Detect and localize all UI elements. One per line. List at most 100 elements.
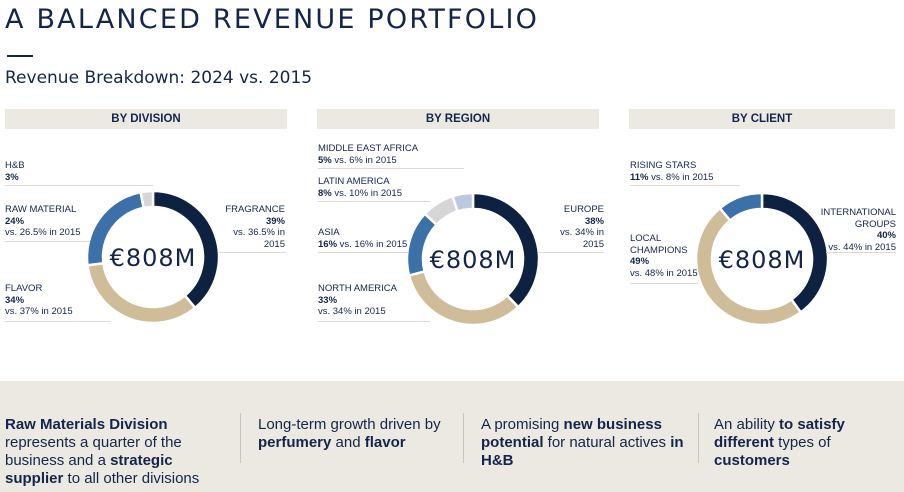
label-local-champions-name: LOCAL CHAMPIONS xyxy=(630,233,688,256)
title-underline xyxy=(7,55,33,57)
insight-text-run: customers xyxy=(714,452,790,469)
label-na-note: vs. 34% in 2015 xyxy=(318,306,386,317)
page-title: A BALANCED REVENUE PORTFOLIO xyxy=(5,4,540,35)
label-hb-name: H&B xyxy=(5,160,25,171)
insight-new-business: A promising new business potential for n… xyxy=(481,416,686,470)
label-asia-name: ASIA xyxy=(318,227,340,238)
slice-north-america xyxy=(407,269,520,327)
label-local-champions-note: vs. 48% in 2015 xyxy=(630,267,698,279)
label-rising-stars-value: 11% xyxy=(630,171,649,183)
label-raw-material-name: RAW MATERIAL xyxy=(5,204,77,215)
label-raw-material: RAW MATERIAL 24% vs. 26.5% in 2015 xyxy=(5,204,81,239)
leader-line xyxy=(318,252,408,253)
label-asia: ASIA 16% vs. 16% in 2015 xyxy=(318,227,407,250)
region-center-label: €808M xyxy=(430,246,517,274)
label-flavor: FLAVOR 34% vs. 37% in 2015 xyxy=(5,283,73,318)
leader-line xyxy=(5,185,153,186)
insight-text-run: An ability xyxy=(714,416,780,433)
label-local-champions: LOCAL CHAMPIONS 49% vs. 48% in 2015 xyxy=(630,233,698,279)
insight-customers: An ability to satisfy different types of… xyxy=(714,416,894,470)
label-intl-note: vs. 44% in 2015 xyxy=(828,241,896,253)
label-asia-value: 16% xyxy=(318,238,338,250)
label-europe: EUROPE 38% vs. 34% in 2015 xyxy=(554,204,604,250)
label-hb: H&B 3% xyxy=(5,160,25,183)
region-header: BY REGION xyxy=(317,109,599,129)
leader-line xyxy=(630,185,740,186)
label-raw-material-note: vs. 26.5% in 2015 xyxy=(5,227,81,238)
label-na-name: NORTH AMERICA xyxy=(318,283,398,294)
insight-text-run: Raw Materials Division xyxy=(5,416,168,433)
slice-flavor xyxy=(86,261,197,325)
separator xyxy=(463,413,464,463)
insight-raw-materials: Raw Materials Division represents a quar… xyxy=(5,416,225,488)
label-rising-stars-name: RISING STARS xyxy=(630,160,697,171)
label-north-america: NORTH AMERICA 33% vs. 34% in 2015 xyxy=(318,283,397,318)
insight-text-run: A promising xyxy=(481,416,564,433)
region-donut: €808M xyxy=(405,191,541,327)
label-na-value: 33% xyxy=(318,294,338,306)
label-flavor-value: 34% xyxy=(5,294,25,306)
label-middle-east-africa: MIDDLE EAST AFRICA 5% vs. 6% in 2015 xyxy=(318,143,418,166)
label-fragrance: FRAGRANCE 39% vs. 36.5% in 2015 xyxy=(225,204,285,250)
label-local-champions-value: 49% xyxy=(630,256,650,267)
label-intl-value: 40% xyxy=(876,230,896,241)
insight-text-run: for natural actives xyxy=(543,434,671,451)
client-header: BY CLIENT xyxy=(629,109,895,129)
label-fragrance-value: 39% xyxy=(265,215,285,227)
label-rising-stars-line: 11% vs. 8% in 2015 xyxy=(630,172,713,184)
leader-line xyxy=(318,168,464,169)
division-donut: €808M xyxy=(85,189,221,325)
leader-line xyxy=(826,252,896,253)
insight-text-run: to satisfy different xyxy=(714,416,845,451)
label-asia-line: 16% vs. 16% in 2015 xyxy=(318,239,407,251)
insight-text-run: types of xyxy=(774,434,831,451)
label-raw-material-value: 24% xyxy=(5,215,25,227)
label-mea-name: MIDDLE EAST AFRICA xyxy=(318,143,419,154)
client-donut: €808M xyxy=(694,191,830,327)
division-center-label: €808M xyxy=(110,244,197,272)
insights-band: Raw Materials Division represents a quar… xyxy=(0,381,904,492)
label-latam-note: vs. 10% in 2015 xyxy=(334,187,402,199)
leader-line xyxy=(5,241,90,242)
label-fragrance-note: vs. 36.5% in 2015 xyxy=(233,227,285,250)
slice-rising-stars xyxy=(718,191,764,223)
label-europe-value: 38% xyxy=(584,215,604,227)
label-europe-note: vs. 34% in 2015 xyxy=(560,227,604,250)
division-header: BY DIVISION xyxy=(5,109,287,129)
insight-text-run: Long-term growth driven by xyxy=(258,416,441,433)
label-latam-name: LATIN AMERICA xyxy=(318,176,390,187)
insight-text-run: to all other divisions xyxy=(63,470,200,487)
leader-line xyxy=(318,201,430,202)
separator xyxy=(698,413,699,463)
label-flavor-name: FLAVOR xyxy=(5,283,43,294)
leader-line xyxy=(538,252,604,253)
label-latam-value: 8% xyxy=(318,187,332,199)
leader-line xyxy=(630,283,698,284)
label-intl-name: INTERNATIONAL GROUPS xyxy=(820,207,896,230)
slice-h-b xyxy=(139,189,155,210)
label-latin-america: LATIN AMERICA 8% vs. 10% in 2015 xyxy=(318,176,402,199)
label-mea-note: vs. 6% in 2015 xyxy=(334,154,397,166)
label-mea-value: 5% xyxy=(318,154,332,166)
insight-text-run: strategic supplier xyxy=(5,452,173,487)
insight-long-term-growth: Long-term growth driven by perfumery and… xyxy=(258,416,468,452)
label-asia-note: vs. 16% in 2015 xyxy=(339,238,408,250)
leader-line xyxy=(218,252,286,253)
leader-line xyxy=(318,321,430,322)
label-latam-line: 8% vs. 10% in 2015 xyxy=(318,188,402,200)
label-international-groups: INTERNATIONAL GROUPS 40% vs. 44% in 2015 xyxy=(816,207,896,253)
insight-text-run: flavor xyxy=(364,434,406,451)
client-center-label: €808M xyxy=(719,246,806,274)
slice-middle-east-africa xyxy=(451,191,475,214)
label-fragrance-name: FRAGRANCE xyxy=(225,204,285,215)
label-hb-value: 3% xyxy=(5,171,19,183)
page-subtitle: Revenue Breakdown: 2024 vs. 2015 xyxy=(5,68,313,88)
insight-text-run: in H&B xyxy=(481,434,684,469)
insight-text-run: perfumery xyxy=(258,434,332,451)
leader-line xyxy=(5,321,111,322)
label-mea-line: 5% vs. 6% in 2015 xyxy=(318,155,418,167)
separator xyxy=(240,413,241,463)
label-rising-stars: RISING STARS 11% vs. 8% in 2015 xyxy=(630,160,713,183)
label-flavor-note: vs. 37% in 2015 xyxy=(5,306,73,317)
label-europe-name: EUROPE xyxy=(563,204,604,215)
